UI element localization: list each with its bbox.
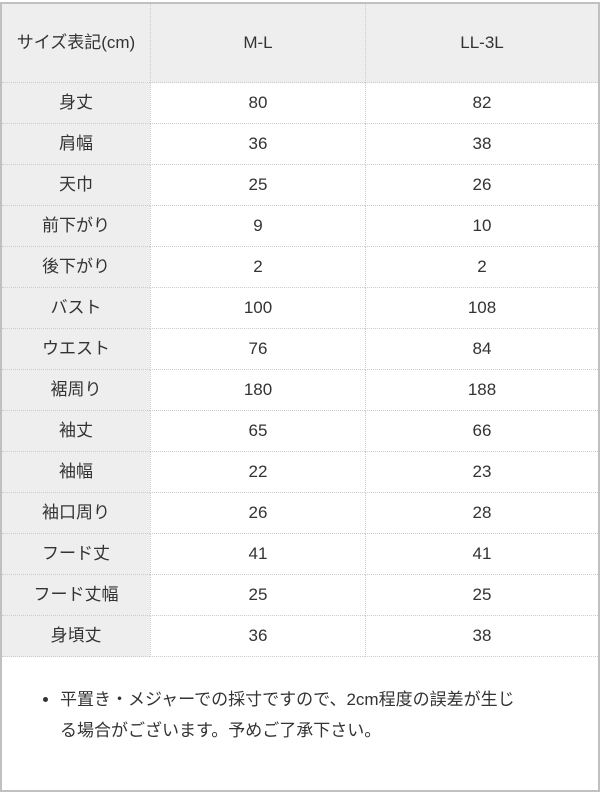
note-text: 平置き・メジャーでの採寸ですので、2cm程度の誤差が生じる場合がございます。予め… xyxy=(60,684,526,746)
row-label: 天巾 xyxy=(2,165,150,206)
table-row: フード丈 41 41 xyxy=(2,534,598,575)
row-value-ll3l: 66 xyxy=(365,411,598,452)
row-value-ll3l: 82 xyxy=(365,83,598,124)
table-row: 肩幅 36 38 xyxy=(2,124,598,165)
row-label: ウエスト xyxy=(2,329,150,370)
row-label: フード丈 xyxy=(2,534,150,575)
table-row: 身頃丈 36 38 xyxy=(2,616,598,657)
table-row: 前下がり 9 10 xyxy=(2,206,598,247)
row-label: 肩幅 xyxy=(2,124,150,165)
row-value-ll3l: 108 xyxy=(365,288,598,329)
row-value-ll3l: 38 xyxy=(365,124,598,165)
row-value-ml: 80 xyxy=(150,83,365,124)
row-value-ll3l: 41 xyxy=(365,534,598,575)
row-value-ml: 76 xyxy=(150,329,365,370)
row-value-ml: 36 xyxy=(150,124,365,165)
row-value-ml: 9 xyxy=(150,206,365,247)
row-value-ml: 65 xyxy=(150,411,365,452)
row-label: 前下がり xyxy=(2,206,150,247)
row-value-ll3l: 26 xyxy=(365,165,598,206)
row-label: 身丈 xyxy=(2,83,150,124)
row-value-ml: 36 xyxy=(150,616,365,657)
row-value-ml: 26 xyxy=(150,493,365,534)
table-row: 身丈 80 82 xyxy=(2,83,598,124)
row-value-ll3l: 23 xyxy=(365,452,598,493)
table-row: 袖丈 65 66 xyxy=(2,411,598,452)
header-unit-label: サイズ表記(cm) xyxy=(2,4,150,83)
table-header-row: サイズ表記(cm) M-L LL-3L xyxy=(2,4,598,83)
measurement-note: 平置き・メジャーでの採寸ですので、2cm程度の誤差が生じる場合がございます。予め… xyxy=(2,657,598,790)
row-value-ml: 22 xyxy=(150,452,365,493)
row-value-ll3l: 2 xyxy=(365,247,598,288)
row-value-ml: 25 xyxy=(150,575,365,616)
table-row: 裾周り 180 188 xyxy=(2,370,598,411)
row-label: フード丈幅 xyxy=(2,575,150,616)
table-row: フード丈幅 25 25 xyxy=(2,575,598,616)
row-value-ml: 25 xyxy=(150,165,365,206)
header-col-ml: M-L xyxy=(150,4,365,83)
row-value-ll3l: 25 xyxy=(365,575,598,616)
row-value-ll3l: 10 xyxy=(365,206,598,247)
row-label: 裾周り xyxy=(2,370,150,411)
size-table: サイズ表記(cm) M-L LL-3L 身丈 80 82 肩幅 36 38 天巾… xyxy=(2,4,598,657)
row-label: 後下がり xyxy=(2,247,150,288)
row-value-ll3l: 38 xyxy=(365,616,598,657)
row-value-ml: 180 xyxy=(150,370,365,411)
row-label: 身頃丈 xyxy=(2,616,150,657)
table-row: ウエスト 76 84 xyxy=(2,329,598,370)
row-value-ml: 41 xyxy=(150,534,365,575)
table-row: 袖幅 22 23 xyxy=(2,452,598,493)
table-row: 天巾 25 26 xyxy=(2,165,598,206)
header-col-ll3l: LL-3L xyxy=(365,4,598,83)
row-label: バスト xyxy=(2,288,150,329)
table-row: バスト 100 108 xyxy=(2,288,598,329)
table-row: 袖口周り 26 28 xyxy=(2,493,598,534)
row-label: 袖丈 xyxy=(2,411,150,452)
row-value-ll3l: 28 xyxy=(365,493,598,534)
row-value-ll3l: 84 xyxy=(365,329,598,370)
row-value-ll3l: 188 xyxy=(365,370,598,411)
row-value-ml: 100 xyxy=(150,288,365,329)
row-label: 袖口周り xyxy=(2,493,150,534)
note-list: 平置き・メジャーでの採寸ですので、2cm程度の誤差が生じる場合がございます。予め… xyxy=(44,684,558,746)
table-row: 後下がり 2 2 xyxy=(2,247,598,288)
row-value-ml: 2 xyxy=(150,247,365,288)
row-label: 袖幅 xyxy=(2,452,150,493)
